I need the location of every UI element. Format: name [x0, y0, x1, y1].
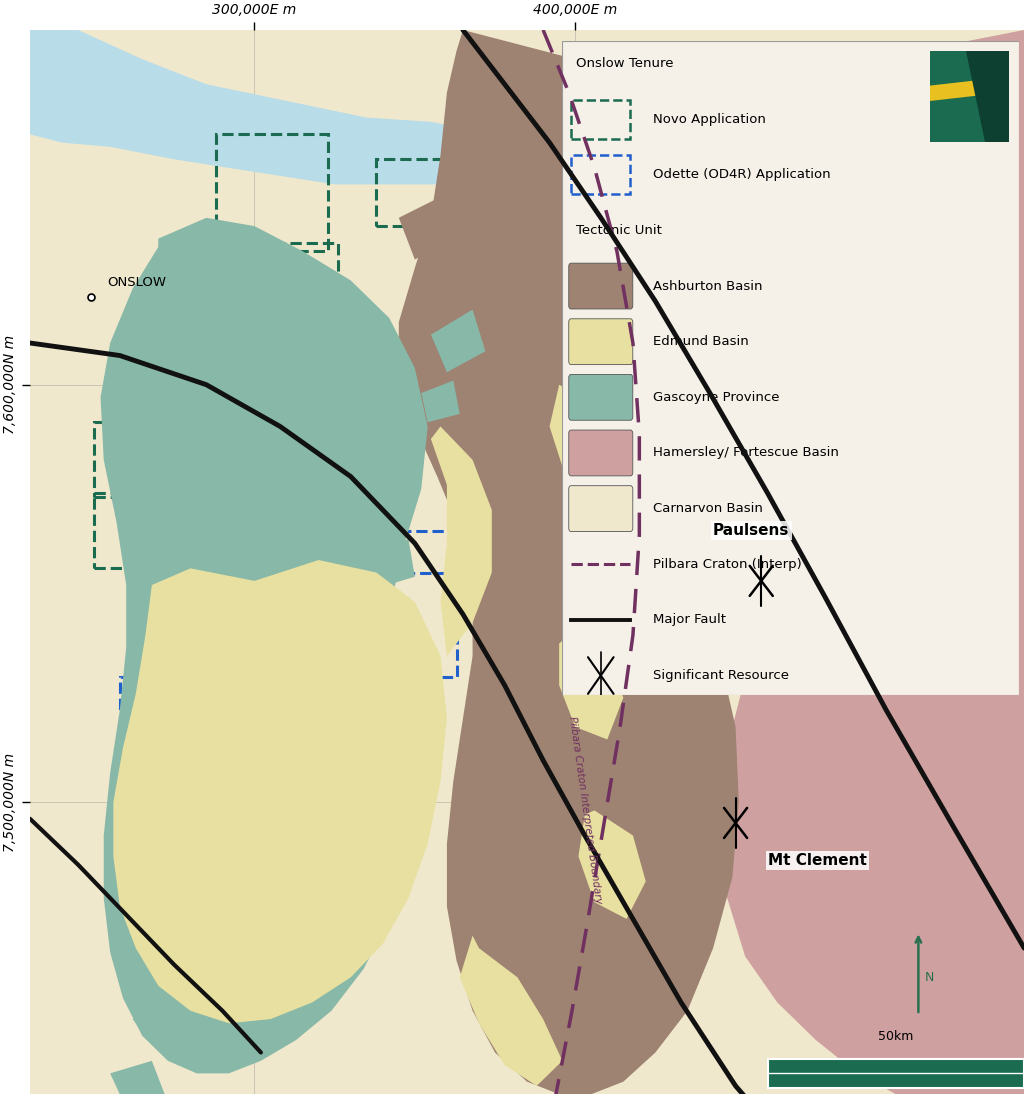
Polygon shape [912, 585, 963, 647]
Bar [376, 159, 441, 226]
Polygon shape [912, 372, 969, 439]
Polygon shape [479, 71, 549, 122]
Bar [120, 677, 280, 773]
Bar [274, 330, 354, 448]
Bar [152, 945, 223, 1010]
Polygon shape [142, 760, 200, 806]
Bar [94, 422, 249, 497]
Polygon shape [270, 735, 332, 790]
Polygon shape [463, 406, 518, 460]
Polygon shape [30, 30, 495, 184]
Polygon shape [110, 1061, 164, 1094]
Polygon shape [398, 30, 738, 1094]
Text: ONSLOW: ONSLOW [107, 275, 166, 289]
Bar [216, 134, 329, 251]
Polygon shape [549, 385, 614, 489]
Text: N: N [924, 971, 935, 984]
Bar [216, 335, 296, 410]
Polygon shape [421, 381, 460, 422]
Polygon shape [431, 427, 492, 656]
Bar [287, 668, 421, 760]
Bar [329, 573, 457, 677]
Polygon shape [367, 539, 415, 589]
Polygon shape [578, 811, 646, 919]
Bar [132, 527, 338, 677]
Text: 50km: 50km [878, 1030, 914, 1043]
Bar [767, 1059, 1024, 1088]
Bar [132, 873, 223, 945]
Bar [350, 414, 518, 531]
Bar [249, 242, 338, 343]
Polygon shape [383, 376, 431, 427]
Polygon shape [255, 606, 309, 656]
Polygon shape [113, 559, 447, 1024]
Bar [110, 798, 213, 873]
Polygon shape [223, 552, 280, 606]
Text: Paulsens: Paulsens [713, 523, 790, 538]
Text: Pilbara Craton Interpreted Boundary: Pilbara Craton Interpreted Boundary [567, 716, 603, 905]
Bar [94, 494, 216, 568]
Text: Mt Clement: Mt Clement [767, 852, 867, 868]
Bar [120, 727, 200, 802]
Polygon shape [132, 660, 197, 710]
Polygon shape [101, 218, 427, 1073]
Polygon shape [903, 168, 966, 235]
Polygon shape [559, 635, 623, 739]
Polygon shape [335, 702, 383, 751]
Polygon shape [431, 309, 486, 372]
Bar [238, 543, 309, 626]
Bar [238, 452, 303, 543]
Polygon shape [132, 1003, 190, 1044]
Polygon shape [681, 30, 1024, 1094]
Polygon shape [460, 936, 563, 1086]
Polygon shape [398, 197, 453, 260]
